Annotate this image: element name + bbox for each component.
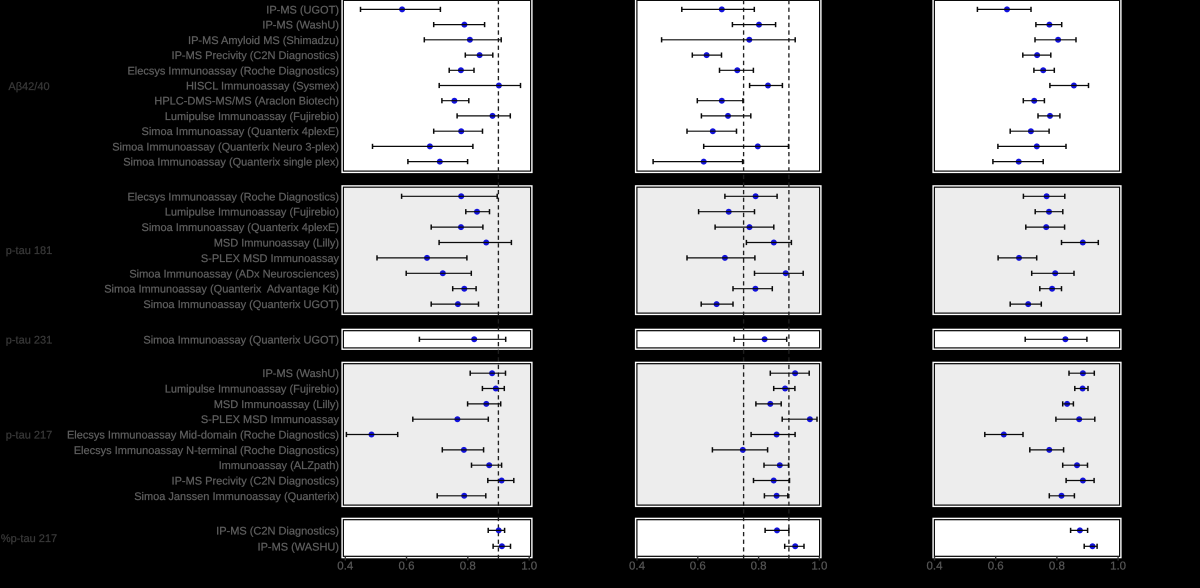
svg-text:1.0: 1.0 <box>1110 561 1126 573</box>
svg-text:Elecsys Immunoassay N-terminal: Elecsys Immunoassay N-terminal (Roche Di… <box>74 445 339 457</box>
svg-text:IP-MS (UGOT): IP-MS (UGOT) <box>266 4 339 16</box>
svg-text:0.4: 0.4 <box>629 561 646 573</box>
svg-text:Immunoassay (ALZpath): Immunoassay (ALZpath) <box>219 460 339 472</box>
svg-text:0.6: 0.6 <box>690 561 706 573</box>
svg-text:0.6: 0.6 <box>988 561 1004 573</box>
svg-text:Lumipulse Immunoassay (Fujireb: Lumipulse Immunoassay (Fujirebio) <box>165 383 339 395</box>
svg-text:0.6: 0.6 <box>399 561 415 573</box>
svg-text:HPLC-DMS-MS/MS (Araclon Biotec: HPLC-DMS-MS/MS (Araclon Biotech) <box>154 96 339 108</box>
svg-text:Simoa Immunoassay (Quanterix: Simoa Immunoassay (Quanterix Advantage K… <box>104 284 339 296</box>
svg-text:p-tau 231: p-tau 231 <box>6 334 52 346</box>
svg-text:IP-MS (C2N Diagnostics): IP-MS (C2N Diagnostics) <box>216 525 339 537</box>
svg-text:Simoa Immunoassay (Quanterix U: Simoa Immunoassay (Quanterix UGOT) <box>143 334 339 346</box>
svg-text:MSD Immunoassay (Lilly): MSD Immunoassay (Lilly) <box>214 399 339 411</box>
svg-text:%p-tau 217: %p-tau 217 <box>1 533 57 545</box>
svg-text:1.0: 1.0 <box>521 561 537 573</box>
svg-text:Simoa Immunoassay (ADx Neurosc: Simoa Immunoassay (ADx Neurosciences) <box>129 268 339 280</box>
svg-text:S-PLEX MSD Immunoassay: S-PLEX MSD Immunoassay <box>201 253 340 265</box>
svg-text:HISCL Immunoassay (Sysmex): HISCL Immunoassay (Sysmex) <box>186 80 339 92</box>
svg-text:Elecsys Immunoassay Mid-domain: Elecsys Immunoassay Mid-domain (Roche Di… <box>67 429 339 441</box>
svg-text:p-tau 217: p-tau 217 <box>6 429 52 441</box>
svg-text:IP-MS (WASHU): IP-MS (WASHU) <box>258 541 339 553</box>
svg-text:IP-MS Precivity (C2N Diagnosti: IP-MS Precivity (C2N Diagnostics) <box>172 50 339 62</box>
svg-text:Simoa Immunoassay (Quanterix N: Simoa Immunoassay (Quanterix Neuro 3-ple… <box>112 141 339 153</box>
svg-text:p-tau 181: p-tau 181 <box>6 245 52 257</box>
svg-text:0.4: 0.4 <box>337 561 354 573</box>
svg-text:Aβ42/40: Aβ42/40 <box>8 81 49 93</box>
svg-text:IP-MS (WashU): IP-MS (WashU) <box>262 368 339 380</box>
svg-text:IP-MS Amyloid MS (Shimadzu): IP-MS Amyloid MS (Shimadzu) <box>188 35 339 47</box>
svg-text:0.4: 0.4 <box>927 561 944 573</box>
svg-text:0.8: 0.8 <box>460 561 476 573</box>
svg-text:IP-MS Precivity (C2N Diagnosti: IP-MS Precivity (C2N Diagnostics) <box>172 475 339 487</box>
svg-text:Simoa Immunoassay (Quanterix 4: Simoa Immunoassay (Quanterix 4plexE) <box>142 126 339 138</box>
svg-text:MSD Immunoassay (Lilly): MSD Immunoassay (Lilly) <box>214 237 339 249</box>
svg-text:1.0: 1.0 <box>811 561 827 573</box>
svg-text:Simoa Immunoassay (Quanterix U: Simoa Immunoassay (Quanterix UGOT) <box>143 299 339 311</box>
svg-text:IP-MS (WashU): IP-MS (WashU) <box>262 20 339 32</box>
svg-text:Lumipulse Immunoassay (Fujireb: Lumipulse Immunoassay (Fujirebio) <box>165 207 339 219</box>
svg-text:Simoa Immunoassay (Quanterix 4: Simoa Immunoassay (Quanterix 4plexE) <box>142 222 339 234</box>
svg-text:Elecsys Immunoassay (Roche Dia: Elecsys Immunoassay (Roche Diagnostics) <box>127 191 339 203</box>
svg-text:Simoa Janssen Immunoassay (Qua: Simoa Janssen Immunoassay (Quanterix) <box>134 491 339 503</box>
svg-text:Lumipulse Immunoassay (Fujireb: Lumipulse Immunoassay (Fujirebio) <box>165 111 339 123</box>
svg-text:S-PLEX MSD Immunoassay: S-PLEX MSD Immunoassay <box>201 414 340 426</box>
svg-text:Elecsys Immunoassay (Roche Dia: Elecsys Immunoassay (Roche Diagnostics) <box>127 65 339 77</box>
svg-text:Simoa Immunoassay (Quanterix s: Simoa Immunoassay (Quanterix single plex… <box>123 157 339 169</box>
svg-text:0.8: 0.8 <box>1049 561 1065 573</box>
svg-text:0.8: 0.8 <box>751 561 767 573</box>
